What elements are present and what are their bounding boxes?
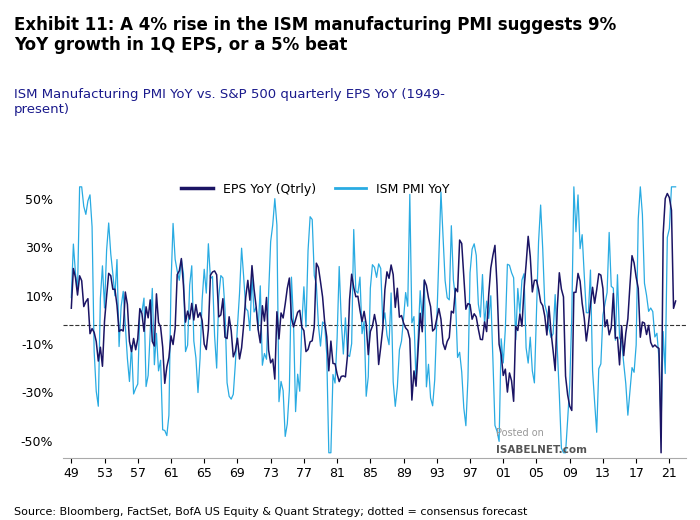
Text: ISABELNET.com: ISABELNET.com: [496, 445, 587, 455]
Text: Posted on: Posted on: [496, 428, 544, 438]
Text: Exhibit 11: A 4% rise in the ISM manufacturing PMI suggests 9%
YoY growth in 1Q : Exhibit 11: A 4% rise in the ISM manufac…: [14, 16, 616, 55]
Text: ISM Manufacturing PMI YoY vs. S&P 500 quarterly EPS YoY (1949-
present): ISM Manufacturing PMI YoY vs. S&P 500 qu…: [14, 88, 445, 116]
Legend: EPS YoY (Qtrly), ISM PMI YoY: EPS YoY (Qtrly), ISM PMI YoY: [181, 183, 449, 196]
Text: Source: Bloomberg, FactSet, BofA US Equity & Quant Strategy; dotted = consensus : Source: Bloomberg, FactSet, BofA US Equi…: [14, 508, 527, 517]
